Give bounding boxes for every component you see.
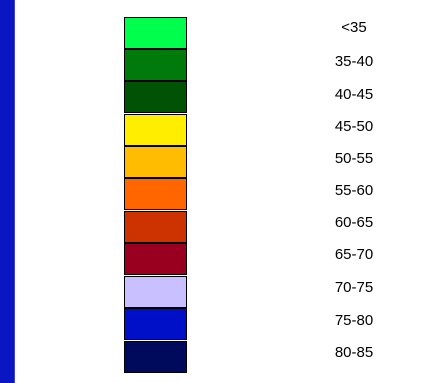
legend-swatch [124, 114, 187, 146]
legend-label: 75-80 [334, 312, 374, 329]
legend-swatch [124, 276, 187, 308]
legend-swatch [124, 17, 187, 49]
legend-label: 65-70 [334, 246, 374, 263]
legend-swatch [124, 49, 187, 81]
legend-label: 50-55 [334, 150, 374, 167]
legend-label: <35 [341, 19, 367, 36]
legend-label: 55-60 [334, 182, 374, 199]
legend-label: 35-40 [334, 53, 374, 70]
legend-label: 45-50 [334, 118, 374, 135]
legend-label: 80-85 [334, 344, 374, 361]
legend-swatch [124, 146, 187, 178]
legend-swatch [124, 341, 187, 373]
legend-swatch [124, 308, 187, 340]
legend-swatch [124, 81, 187, 113]
legend-swatch [124, 243, 187, 275]
left-blue-bar [0, 0, 15, 383]
legend-label: 70-75 [334, 279, 374, 296]
legend-swatch [124, 178, 187, 210]
legend-label: 60-65 [334, 214, 374, 231]
legend-label: 40-45 [334, 86, 374, 103]
legend-swatch [124, 211, 187, 243]
